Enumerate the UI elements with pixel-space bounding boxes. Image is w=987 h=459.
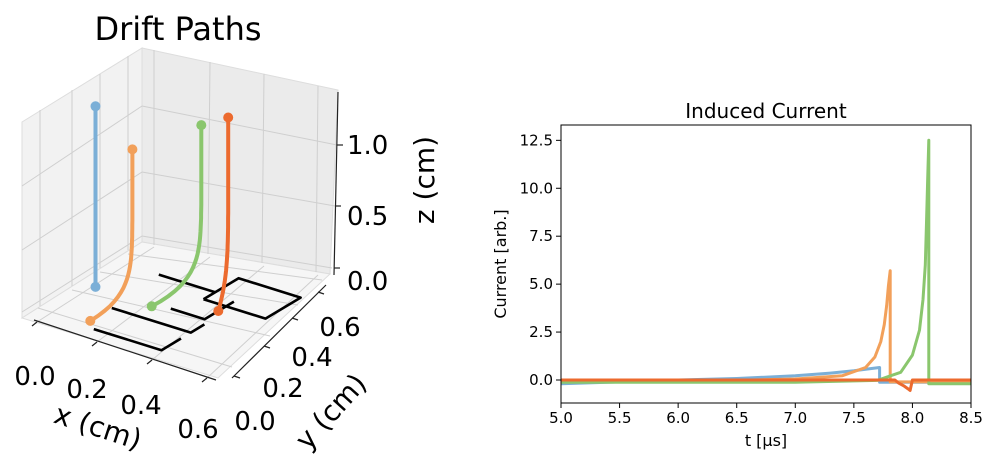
electrode-trace: [202, 276, 302, 320]
drift-path-start-marker: [127, 144, 138, 155]
drift-path-line: [88, 147, 135, 323]
drift-paths-title: Drift Paths: [94, 10, 261, 48]
drift-paths-3d-plot: Drift Paths: [14, 10, 441, 457]
z-tick-label: 1.0: [347, 131, 388, 161]
x-tick-label: 0.6: [177, 415, 218, 445]
drift-path-line: [216, 115, 231, 313]
x-tick-label: 5.0: [549, 409, 573, 427]
x-tick-label: 6.0: [666, 409, 690, 427]
x-tick-label: 0.4: [120, 391, 161, 421]
x-tick-label: 6.5: [725, 409, 749, 427]
drift-path-end-marker: [90, 281, 101, 292]
x-tick-label: 7.5: [842, 409, 866, 427]
axis-ticks: 5.0 5.5 6.0 6.5 7.0 7.5 8.0 8.5 0.0 2.5 5.0 7.5 10.0…: [520, 131, 983, 427]
x-ticks-3d: 0.0 0.2 0.4 0.6: [14, 362, 218, 445]
current-series-line: [560, 269, 971, 384]
y-tick-label: 0.0: [529, 371, 553, 389]
axes-3d-lines: [33, 91, 339, 381]
drift-path-start-marker: [223, 112, 234, 123]
y-tick-label: 0.4: [291, 343, 332, 373]
electrode-trace: [111, 306, 206, 334]
drift-path-end-marker: [146, 301, 157, 312]
y-axis-label: Current [arb.]: [491, 209, 510, 318]
y-tick-label: 7.5: [529, 227, 553, 245]
x-tick-label: 0.0: [14, 362, 55, 392]
x-tick-label: 7.0: [783, 409, 807, 427]
plot-frame: [560, 124, 972, 404]
y-tick-label: 10.0: [520, 179, 553, 197]
x-tick-label: 0.2: [66, 375, 107, 405]
induced-current-plot: Induced Current t [μs] Current [arb.] 5.…: [491, 99, 983, 450]
electrode-traces: [93, 273, 302, 352]
current-series-line: [561, 378, 971, 392]
drift-path-end-marker: [85, 315, 96, 326]
z-tick-label: 0.5: [347, 202, 388, 232]
current-series-line: [561, 138, 971, 386]
z-ticks-3d: 0.0 0.5 1.0: [347, 131, 388, 297]
electrode-trace: [93, 327, 182, 352]
y-tick-label: 12.5: [520, 131, 553, 149]
z-tick-label: 0.0: [347, 267, 388, 297]
y-tick-label: 2.5: [529, 323, 553, 341]
x-tick-label: 8.0: [900, 409, 924, 427]
drift-path-start-marker: [196, 120, 207, 131]
electrode-trace: [158, 273, 216, 294]
y-tick-label: 0.0: [234, 407, 275, 437]
y-tick-label: 0.6: [319, 313, 360, 343]
z-axis-label-3d: z (cm): [408, 136, 441, 224]
x-tick-label: 8.5: [959, 409, 983, 427]
x-tick-label: 5.5: [608, 409, 632, 427]
drift-path-end-marker: [213, 306, 224, 316]
x-axis-label: t [μs]: [745, 431, 787, 450]
y-ticks-3d: 0.0 0.2 0.4 0.6: [234, 313, 360, 437]
electrode-trace: [170, 300, 235, 321]
pane-back-wall: [141, 47, 339, 275]
current-series: [560, 138, 971, 392]
drift-path-series: [85, 101, 234, 326]
ticks-3d: [31, 144, 343, 383]
drift-path-start-marker: [90, 101, 101, 112]
induced-current-title: Induced Current: [685, 99, 847, 123]
y-tick-label: 0.2: [262, 374, 303, 404]
drift-path-line: [149, 123, 204, 309]
y-tick-label: 5.0: [529, 275, 553, 293]
